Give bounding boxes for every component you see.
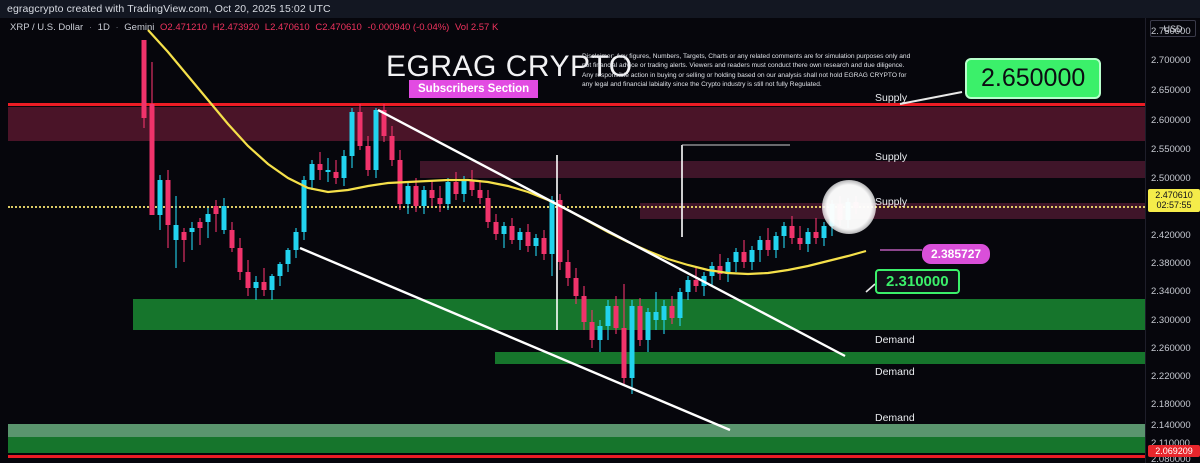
price-tick-1: 2.700000 [1151,55,1191,66]
price-tick-2: 2.650000 [1151,85,1191,96]
zone-label-supply-0: Supply [875,92,908,104]
demand-zone-3 [8,437,1145,453]
price-axis[interactable]: USD 2.750000 2.700000 2.650000 2.600000 2.55… [1145,18,1200,463]
current-price-value: 2.470610 [1155,190,1193,200]
zone-label-demand-4: Demand [875,366,915,378]
price-tick-0: 2.750000 [1151,26,1191,37]
attribution-bar: egragcrypto created with TradingView.com… [0,0,1200,18]
price-tick-14: 2.110000 [1151,438,1190,449]
price-tick-9: 2.300000 [1151,315,1191,326]
target-upper-callout: 2.650000 [965,58,1102,99]
focus-circle-highlight [822,180,876,234]
legend-change: -0.000940 (-0.04%) [367,22,450,33]
chart-pane[interactable]: XRP / U.S. Dollar · 1D · Gemini O2.47121… [0,18,1145,463]
zone-label-demand-5: Demand [875,412,915,424]
price-tick-4: 2.550000 [1151,144,1191,155]
legend-symbol[interactable]: XRP / U.S. Dollar [10,22,84,33]
price-tick-8: 2.340000 [1151,286,1191,297]
price-tick-10: 2.260000 [1151,343,1191,354]
zone-label-demand-3: Demand [875,334,915,346]
price-tick-15: 2.080000 [1151,454,1191,463]
target-lower-callout: 2.310000 [875,269,960,294]
attribution-text: egragcrypto created with TradingView.com… [7,3,331,15]
price-tick-5: 2.500000 [1151,173,1191,184]
legend-separator-2: · [115,22,119,33]
zone-label-supply-2: Supply [875,196,908,208]
price-tick-11: 2.220000 [1151,371,1191,382]
legend-high: H2.473920 [212,22,260,33]
legend-separator-1: · [88,22,93,33]
current-price-tag: 2.470610 02:57:55 [1148,189,1200,212]
bar-countdown: 02:57:55 [1156,200,1192,211]
bottom-price-tag: 2.069209 [1148,445,1200,458]
ohlc-legend[interactable]: XRP / U.S. Dollar · 1D · Gemini O2.47121… [10,22,501,33]
bottom-red-line [8,455,1145,458]
price-tick-7: 2.380000 [1151,258,1191,269]
price-tick-3: 2.600000 [1151,115,1191,126]
price-tick-6: 2.420000 [1151,230,1191,241]
legend-close: C2.470610 [315,22,362,33]
price-marker-callout: 2.385727 [922,244,991,264]
legend-low: L2.470610 [264,22,310,33]
price-tick-12: 2.180000 [1151,399,1191,410]
price-tick-13: 2.140000 [1151,420,1191,431]
legend-volume: Vol 2.57 K [454,22,499,33]
currency-label: USD [1150,20,1196,37]
legend-open: O2.471210 [160,22,208,33]
subscribers-section-badge: Subscribers Section [409,80,539,98]
legend-exchange: Gemini [124,22,155,33]
legend-timeframe[interactable]: 1D [97,22,110,33]
zone-label-supply-1: Supply [875,151,908,163]
disclaimer-text: Disclaimer: Any figures, Numbers, Target… [582,53,911,89]
